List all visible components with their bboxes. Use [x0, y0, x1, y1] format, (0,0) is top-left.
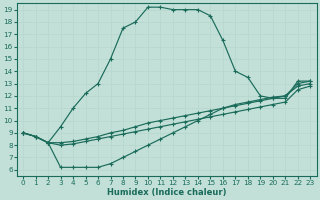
X-axis label: Humidex (Indice chaleur): Humidex (Indice chaleur)	[107, 188, 227, 197]
